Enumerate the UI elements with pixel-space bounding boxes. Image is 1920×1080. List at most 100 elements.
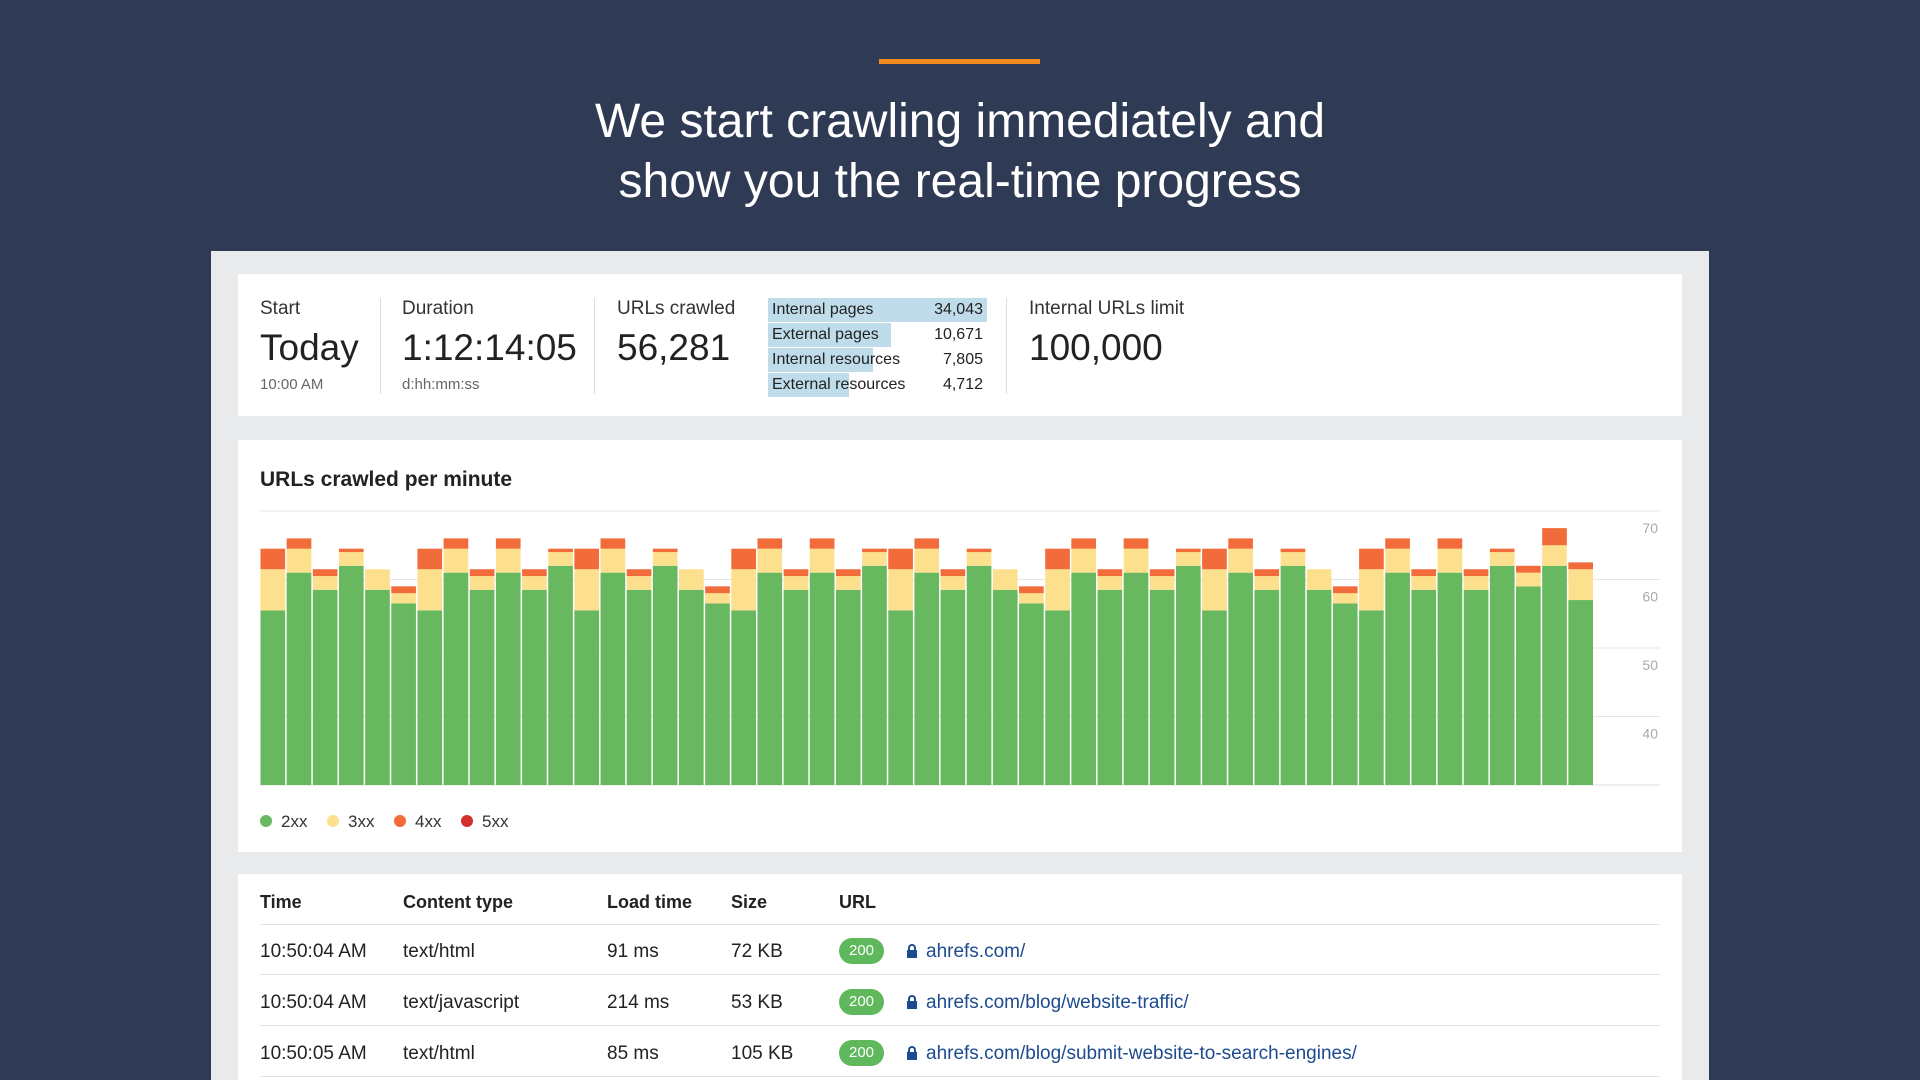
bar-segment	[443, 572, 469, 785]
bar-segment	[522, 569, 547, 577]
bar-segment	[1359, 569, 1384, 611]
bar-segment	[600, 538, 626, 549]
bar-segment	[731, 569, 756, 611]
status-badge: 200	[839, 989, 884, 1015]
bar-segment	[600, 572, 626, 785]
bar-segment	[522, 589, 547, 785]
bar-segment	[1411, 569, 1437, 577]
bar-segment	[1228, 548, 1253, 573]
bar-segment	[1542, 528, 1567, 546]
bar-segment	[574, 610, 600, 785]
bar-segment	[1463, 589, 1489, 785]
breakdown-count: 10,671	[934, 326, 983, 343]
row-line	[260, 974, 1660, 975]
bar-segment	[1516, 586, 1541, 785]
bar-segment	[1149, 569, 1175, 577]
status-badge: 200	[839, 938, 884, 964]
bar-segment	[312, 569, 338, 577]
bar-segment	[1516, 565, 1541, 573]
bar-segment	[574, 548, 600, 570]
bar-segment	[888, 569, 913, 611]
bar-segment	[495, 548, 521, 573]
url-link[interactable]: ahrefs.com/blog/submit-website-to-search…	[926, 1043, 1357, 1064]
bar-segment	[1332, 603, 1358, 785]
bar-segment	[1516, 572, 1541, 587]
bar-segment	[1568, 562, 1593, 570]
bar-segment	[443, 548, 469, 573]
url-link[interactable]: ahrefs.com/	[926, 941, 1026, 962]
bar-segment	[495, 538, 521, 549]
bar-segment	[914, 538, 940, 549]
bar-segment	[1254, 589, 1280, 785]
bar-segment	[809, 538, 835, 549]
bar-segment	[966, 548, 992, 553]
bar-segment	[312, 576, 338, 590]
column-header: URL	[839, 892, 876, 912]
bar-segment	[1489, 565, 1515, 785]
bar-segment	[548, 565, 573, 785]
bar-segment	[417, 548, 443, 570]
bar-segment	[1332, 586, 1358, 594]
bar-segment	[1489, 552, 1515, 566]
lock	[907, 944, 917, 958]
bar-segment	[1202, 610, 1227, 785]
y-tick-label: 50	[1642, 657, 1658, 673]
y-tick-label: 70	[1642, 520, 1658, 536]
cell: 214 ms	[607, 992, 670, 1013]
y-tick-label: 60	[1642, 589, 1658, 605]
bar-segment	[757, 572, 783, 785]
bar-segment	[1306, 589, 1332, 785]
cell: 53 KB	[731, 992, 783, 1013]
table-card: Time Content type Load time Size URL 10:50:04…	[238, 874, 1682, 1080]
bar-segment	[1097, 589, 1123, 785]
legend-swatch	[461, 815, 473, 827]
column-header: Load time	[607, 892, 693, 912]
bar-segment	[888, 548, 913, 570]
bar-segment	[548, 552, 573, 566]
row-line	[260, 1076, 1660, 1077]
bar-segment	[1411, 576, 1437, 590]
bar-segment	[338, 565, 364, 785]
bar-segment	[1280, 552, 1306, 566]
bar-segment	[940, 576, 966, 590]
bar-segment	[469, 569, 495, 577]
bar-segment	[1463, 569, 1489, 577]
bar-segment	[1306, 569, 1332, 590]
bar-segment	[1071, 572, 1097, 785]
bar-segment	[1175, 552, 1201, 566]
bar-segment	[338, 548, 364, 553]
bar-segment	[1175, 548, 1201, 553]
lock-icon	[907, 1046, 917, 1060]
bar-segment	[705, 586, 730, 594]
breakdown-label: External pages	[772, 326, 879, 343]
bar-segment	[992, 589, 1018, 785]
legend-swatch	[260, 815, 272, 827]
url-link[interactable]: ahrefs.com/blog/website-traffic/	[926, 992, 1189, 1013]
bar-segment	[1123, 572, 1149, 785]
bar-segment	[1411, 589, 1437, 785]
bar-segment	[966, 565, 992, 785]
column-header: Size	[731, 892, 768, 912]
bar-segment	[1149, 576, 1175, 590]
bar-segment	[522, 576, 547, 590]
bar-segment	[365, 569, 390, 590]
bar-segment	[1019, 603, 1044, 785]
lock-icon	[907, 995, 917, 1009]
stat-label: Internal URLs limit	[1029, 298, 1185, 319]
bar-segment	[992, 569, 1018, 590]
bar-segment	[1071, 538, 1097, 549]
headline: We start crawling immediately and	[594, 95, 1326, 148]
breakdown-row: External resources 4,712	[768, 373, 987, 397]
bar-segment	[1045, 569, 1070, 611]
breakdown-count: 7,805	[942, 351, 983, 368]
bar-segment	[940, 589, 966, 785]
bar-segment	[1254, 569, 1280, 577]
stat-value: 100,000	[1029, 327, 1163, 368]
status-badge: 200	[839, 1040, 884, 1066]
bar-segment	[940, 569, 966, 577]
column-header: Content type	[403, 892, 513, 912]
bar-segment	[260, 548, 286, 570]
bar-segment	[835, 576, 861, 590]
bar-segment	[1542, 565, 1567, 785]
chart-card: URLs crawled per minute 40 50 60 70 2xx 3xx 4xx…	[238, 440, 1682, 852]
